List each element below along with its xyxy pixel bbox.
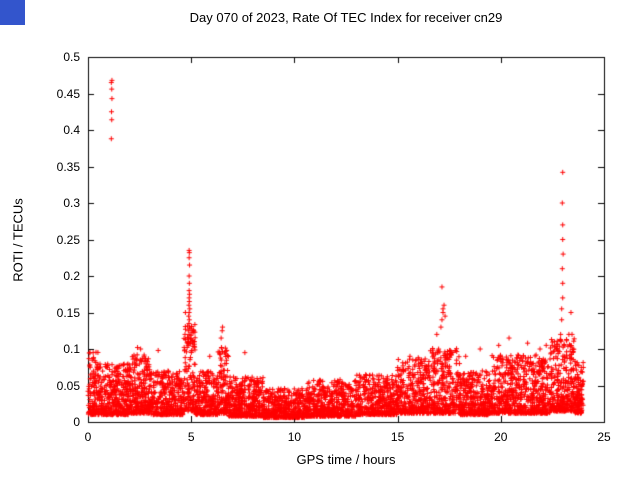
x-tick-label: 10 [287, 430, 302, 444]
y-tick-label: 0.15 [56, 305, 80, 320]
y-tick-label: 0.2 [63, 269, 80, 283]
x-tick-label: 20 [494, 430, 508, 444]
y-tick-label: 0.3 [63, 196, 80, 210]
x-tick-label: 15 [390, 430, 405, 444]
y-tick-label: 0.4 [63, 123, 80, 137]
x-tick-label: 25 [597, 430, 611, 444]
y-tick-label: 0.05 [56, 378, 80, 393]
y-tick-label: 0.5 [63, 50, 80, 64]
y-tick-label: 0.35 [56, 159, 80, 174]
y-tick-label: 0.1 [63, 342, 80, 356]
y-tick-label: 0.45 [56, 86, 80, 101]
x-tick-label: 5 [187, 430, 195, 444]
x-tick-label: 0 [84, 430, 92, 444]
y-tick-label: 0.25 [56, 232, 80, 247]
y-tick-label: 0 [73, 415, 80, 429]
